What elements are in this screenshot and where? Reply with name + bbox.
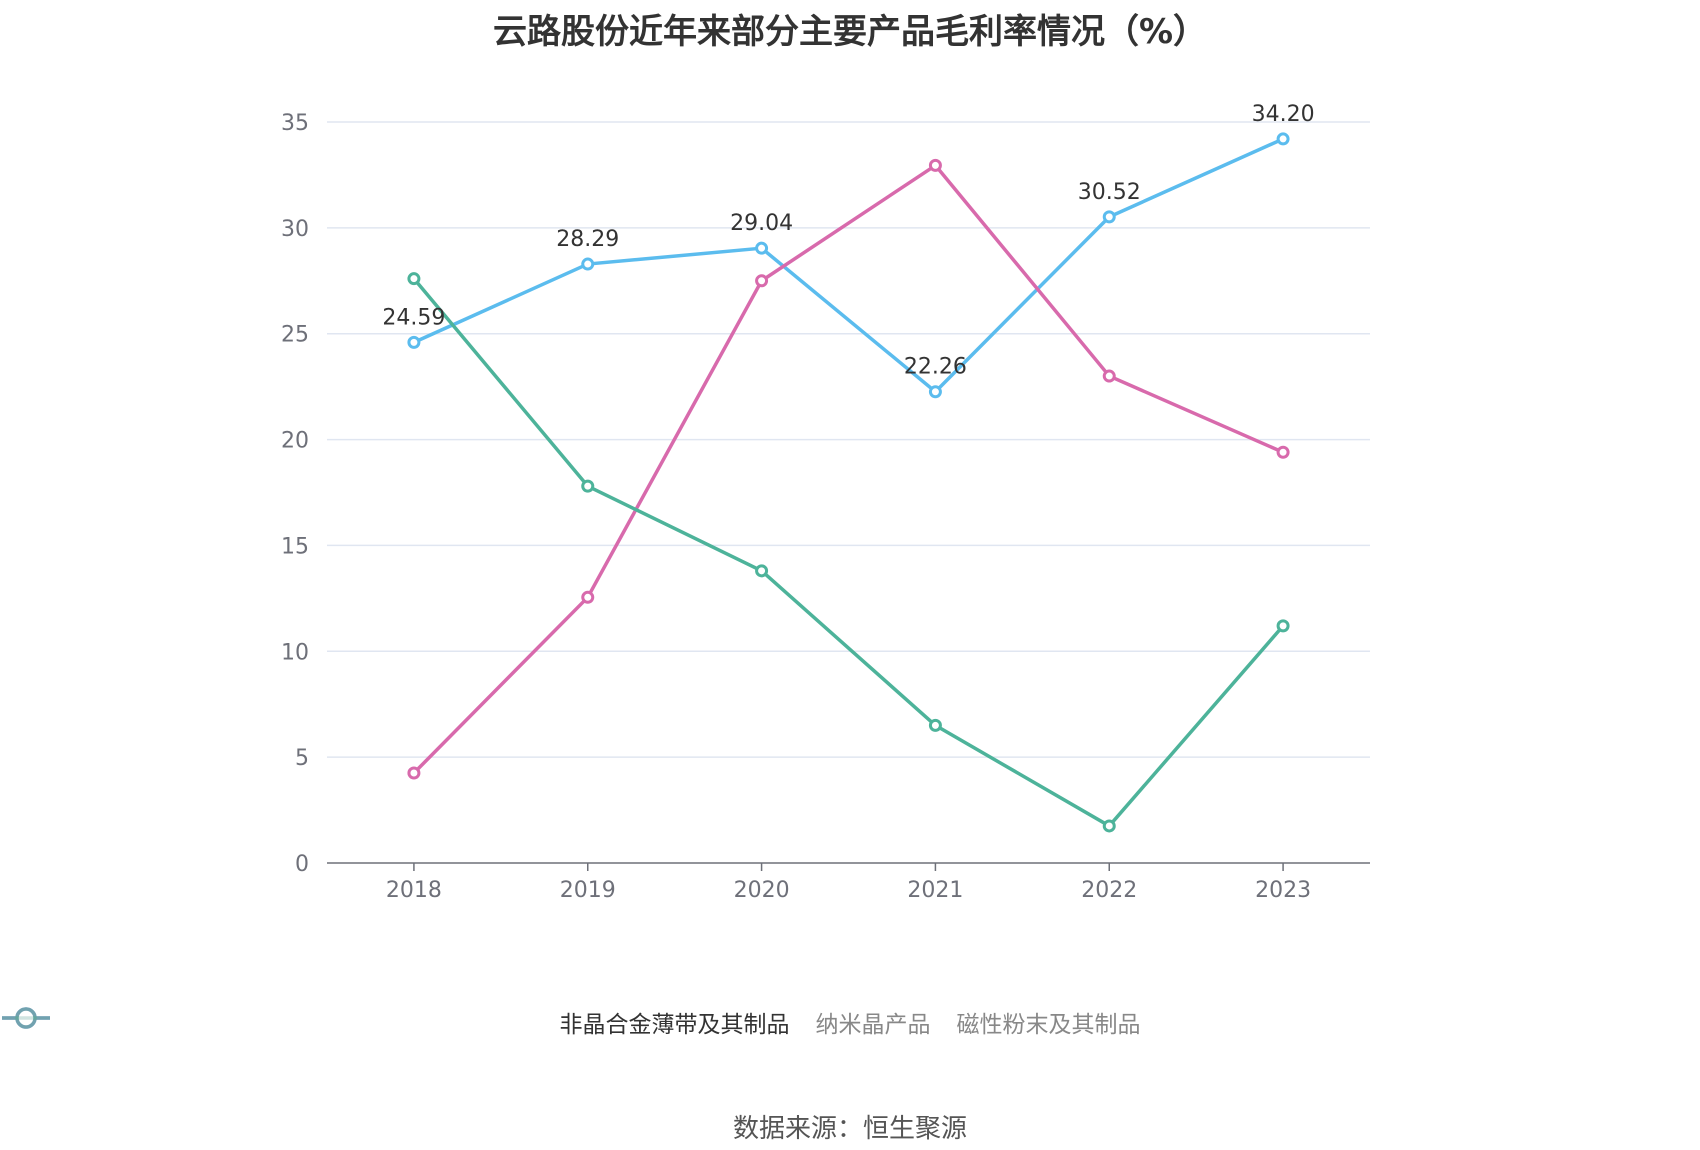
data-point [581,479,595,493]
data-point [1102,369,1116,383]
data-point [755,241,769,255]
x-tick-label: 2019 [560,878,616,903]
series-line-2 [412,163,1284,775]
data-point [1276,132,1290,146]
legend-label: 非晶合金薄带及其制品 [559,1012,790,1038]
data-point [928,158,942,172]
data-label: 29.04 [730,211,793,236]
data-point [581,590,595,604]
data-point [928,385,942,399]
data-point [928,718,942,732]
legend-label: 纳米晶产品 [815,1012,931,1038]
x-tick-label: 2022 [1081,878,1137,903]
data-point [581,257,595,271]
data-label: 28.29 [556,227,619,252]
y-tick-label: 30 [281,217,309,242]
x-tick-label: 2020 [734,878,790,903]
y-tick-label: 5 [295,746,309,771]
chart-title: 云路股份近年来部分主要产品毛利率情况（%） [492,12,1208,52]
y-tick-label: 25 [281,323,309,348]
y-tick-label: 15 [281,534,309,559]
data-point [755,274,769,288]
x-tick-label: 2018 [386,878,442,903]
data-source: 数据来源：恒生聚源 [732,1114,967,1144]
data-point [755,564,769,578]
legend-item-3[interactable]: 磁性粉末及其制品 [2,1005,1141,1039]
y-tick-label: 35 [281,111,309,136]
data-label: 34.20 [1252,102,1315,127]
data-point [1276,445,1290,459]
legend-item-2[interactable]: 纳米晶产品 [2,1005,931,1039]
y-tick-label: 20 [281,429,309,454]
data-point [407,335,421,349]
legend-swatch-icon [2,1007,50,1029]
data-point [407,766,421,780]
y-tick-label: 10 [281,640,309,665]
x-tick-label: 2021 [907,878,963,903]
data-point [1102,819,1116,833]
legend: 非晶合金薄带及其制品 纳米晶产品 磁性粉末及其制品 [0,1005,1700,1039]
legend-item-1[interactable]: 非晶合金薄带及其制品 [2,1005,790,1039]
series-line-3 [412,277,1285,828]
y-tick-label: 0 [295,852,309,877]
data-label: 30.52 [1078,180,1141,205]
data-point [407,272,421,286]
x-tick-label: 2023 [1255,878,1311,903]
data-point [1102,210,1116,224]
series-line-1 [413,137,1284,394]
data-label: 22.26 [904,355,967,380]
data-point [1276,619,1290,633]
data-label: 24.59 [382,305,445,330]
legend-label: 磁性粉末及其制品 [956,1012,1141,1038]
